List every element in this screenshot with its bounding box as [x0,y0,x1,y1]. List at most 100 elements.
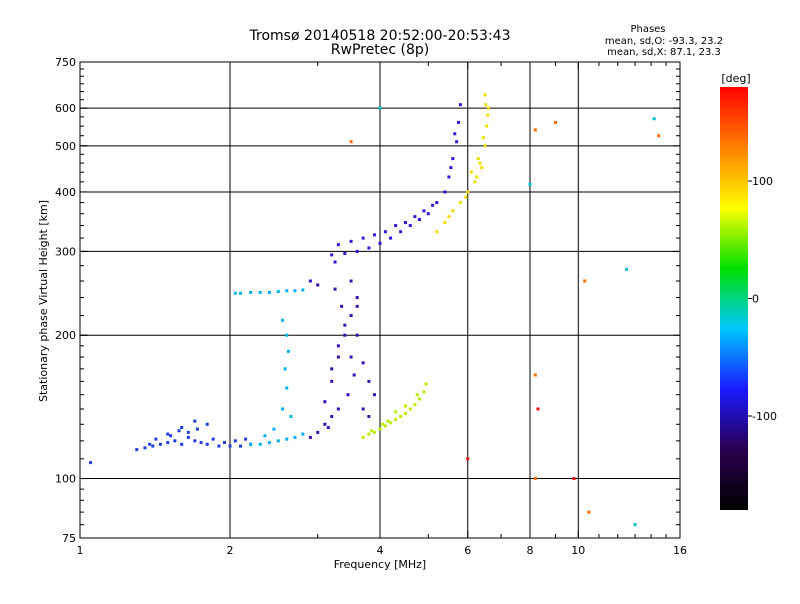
data-point [455,140,459,144]
x-axis: 1 2 4 6 8 10 16 [77,62,687,557]
data-point [186,435,190,439]
data-point [336,407,340,411]
data-point [435,230,439,234]
colorbar-tick-label: 0 [752,293,759,306]
data-point [330,367,334,371]
data-points [89,93,661,527]
data-point [367,432,371,436]
data-point [199,441,203,445]
data-point [484,103,488,107]
data-point [373,233,377,237]
colorbar-tick-label: 100 [752,175,773,188]
data-point [333,287,337,291]
data-point [528,182,532,186]
colorbar [720,87,748,510]
data-point [367,246,371,250]
data-point [349,239,353,243]
data-point [148,442,152,446]
data-point [399,230,403,234]
data-point [301,288,305,292]
colorbar-label: [deg] [721,72,750,85]
data-point [475,175,479,179]
data-point [285,437,289,441]
x-tick-label: 10 [571,544,585,557]
data-point [285,289,289,293]
data-point [193,439,197,443]
data-point [326,425,330,429]
data-point [361,361,365,365]
data-point [233,291,237,295]
data-point [381,422,385,426]
data-point [333,260,337,264]
data-point [403,221,407,225]
data-point [417,397,421,401]
data-point [583,279,587,283]
data-point [349,355,353,359]
data-point [476,157,480,161]
data-point [308,279,312,283]
data-point [449,166,453,170]
data-point [205,442,209,446]
x-tick-label: 4 [377,544,384,557]
data-point [263,434,267,438]
data-point [166,432,170,436]
data-point [308,435,312,439]
data-point [480,166,484,170]
data-point [346,393,350,397]
y-tick-label: 100 [55,473,76,486]
data-point [378,241,382,245]
data-point [239,444,243,448]
data-point [166,441,170,445]
data-point [657,134,661,138]
colorbar-ticks: 100 0 -100 [748,175,777,423]
data-point [267,441,271,445]
data-point [301,432,305,436]
data-point [233,439,237,443]
data-point [286,349,290,353]
data-point [349,279,353,283]
y-tick-label: 75 [62,532,76,545]
data-point [403,404,407,408]
data-point [451,157,455,161]
data-point [394,418,398,422]
phases-heading: Phases [630,24,665,35]
data-point [267,290,271,294]
x-tick-label: 2 [227,544,234,557]
data-point [223,441,227,445]
data-point [424,382,428,386]
data-point [355,296,359,300]
data-point [469,170,473,174]
data-point [373,393,377,397]
data-point [478,161,482,165]
data-point [431,203,435,207]
data-point [355,304,359,308]
x-tick-label: 6 [464,544,471,557]
data-point [249,290,253,294]
data-point [370,429,374,433]
data-point [473,180,477,184]
data-point [143,446,147,450]
colorbar-tick-label: -100 [752,410,777,423]
data-point [343,323,347,327]
data-point [180,442,184,446]
data-point [403,411,407,415]
data-point [249,442,253,446]
data-point [352,373,356,377]
y-tick-label: 200 [55,329,76,342]
data-point [625,267,629,271]
data-point [435,201,439,205]
data-point [633,523,637,527]
data-point [195,427,199,431]
data-point [383,424,387,428]
data-point [330,253,334,257]
data-point [394,410,398,414]
data-point [193,419,197,423]
y-tick-label: 750 [55,56,76,69]
data-point [205,422,209,426]
data-point [408,224,412,228]
data-point [378,106,382,110]
data-point [367,414,371,418]
data-point [211,437,215,441]
data-point [466,457,470,461]
